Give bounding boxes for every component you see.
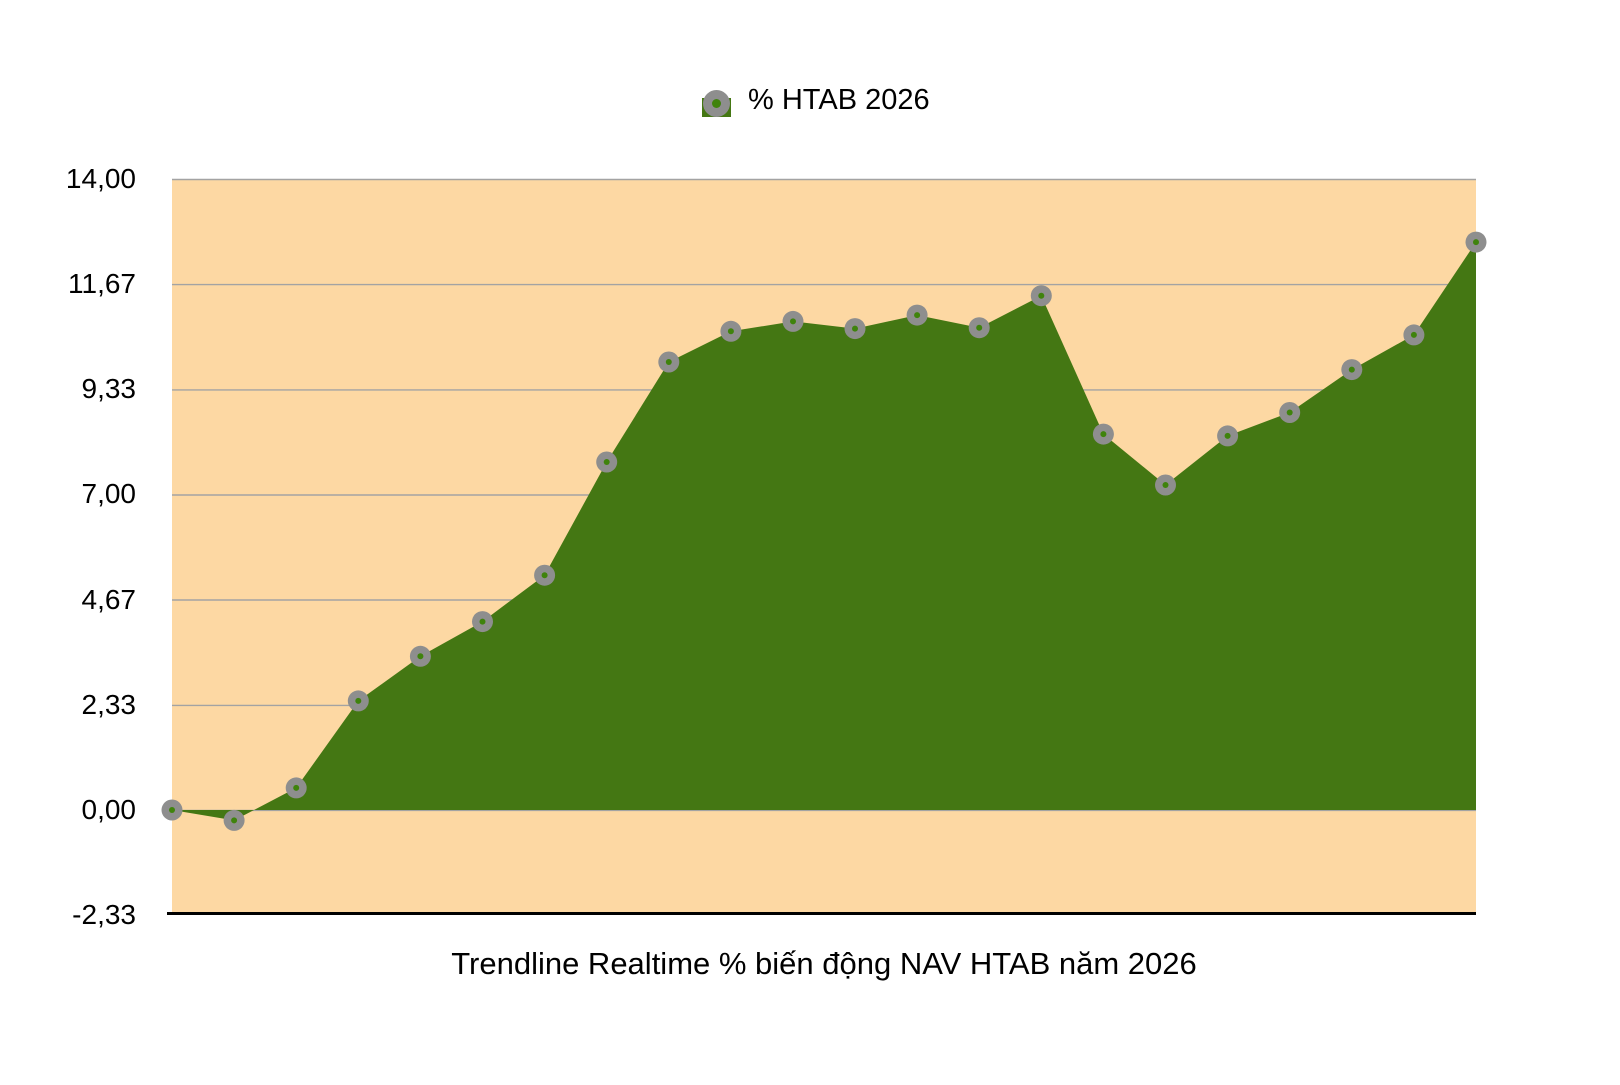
data-point-marker <box>223 809 245 831</box>
data-point-marker <box>844 318 866 340</box>
legend: % HTAB 2026 <box>702 84 930 117</box>
data-point-marker <box>1403 324 1425 346</box>
chart-title: Trendline Realtime % biến động NAV HTAB … <box>451 946 1197 981</box>
data-point-marker <box>1155 474 1176 496</box>
data-point-marker <box>1030 285 1052 307</box>
data-point-marker <box>1279 402 1301 423</box>
legend-area-marker-icon <box>702 84 731 117</box>
data-point-marker <box>658 351 680 373</box>
data-point-marker <box>1341 359 1363 381</box>
data-point-marker <box>1465 231 1487 253</box>
y-tick-label: 4,67 <box>81 583 137 615</box>
data-point-marker <box>285 777 307 799</box>
data-point-marker <box>534 564 556 586</box>
data-point-marker <box>347 690 369 712</box>
data-point-marker <box>161 799 183 821</box>
data-point-marker <box>782 310 804 332</box>
y-tick-label: 0,00 <box>81 793 137 825</box>
y-tick-label: 7,00 <box>81 478 137 510</box>
y-tick-label: 2,33 <box>81 688 137 720</box>
y-tick-label: 9,33 <box>81 373 137 405</box>
data-point-marker <box>720 320 742 342</box>
legend-marker-dot <box>712 99 721 108</box>
y-axis-labels: 14,00 11,67 9,33 7,00 4,67 2,33 0,00 -2,33 <box>0 163 137 930</box>
data-point-marker <box>472 611 493 633</box>
data-point-marker <box>1092 423 1114 445</box>
plot-area <box>161 178 1487 915</box>
data-point-marker <box>409 645 431 667</box>
y-tick-label: 11,67 <box>68 268 136 299</box>
y-tick-label: -2,33 <box>72 899 136 930</box>
legend-label: % HTAB 2026 <box>748 84 930 116</box>
data-point-marker <box>968 317 990 339</box>
area-series <box>172 242 1476 821</box>
y-tick-label: 14,00 <box>65 163 136 194</box>
data-point-marker <box>596 451 618 473</box>
data-point-marker <box>1217 425 1239 447</box>
data-point-marker <box>906 304 928 326</box>
